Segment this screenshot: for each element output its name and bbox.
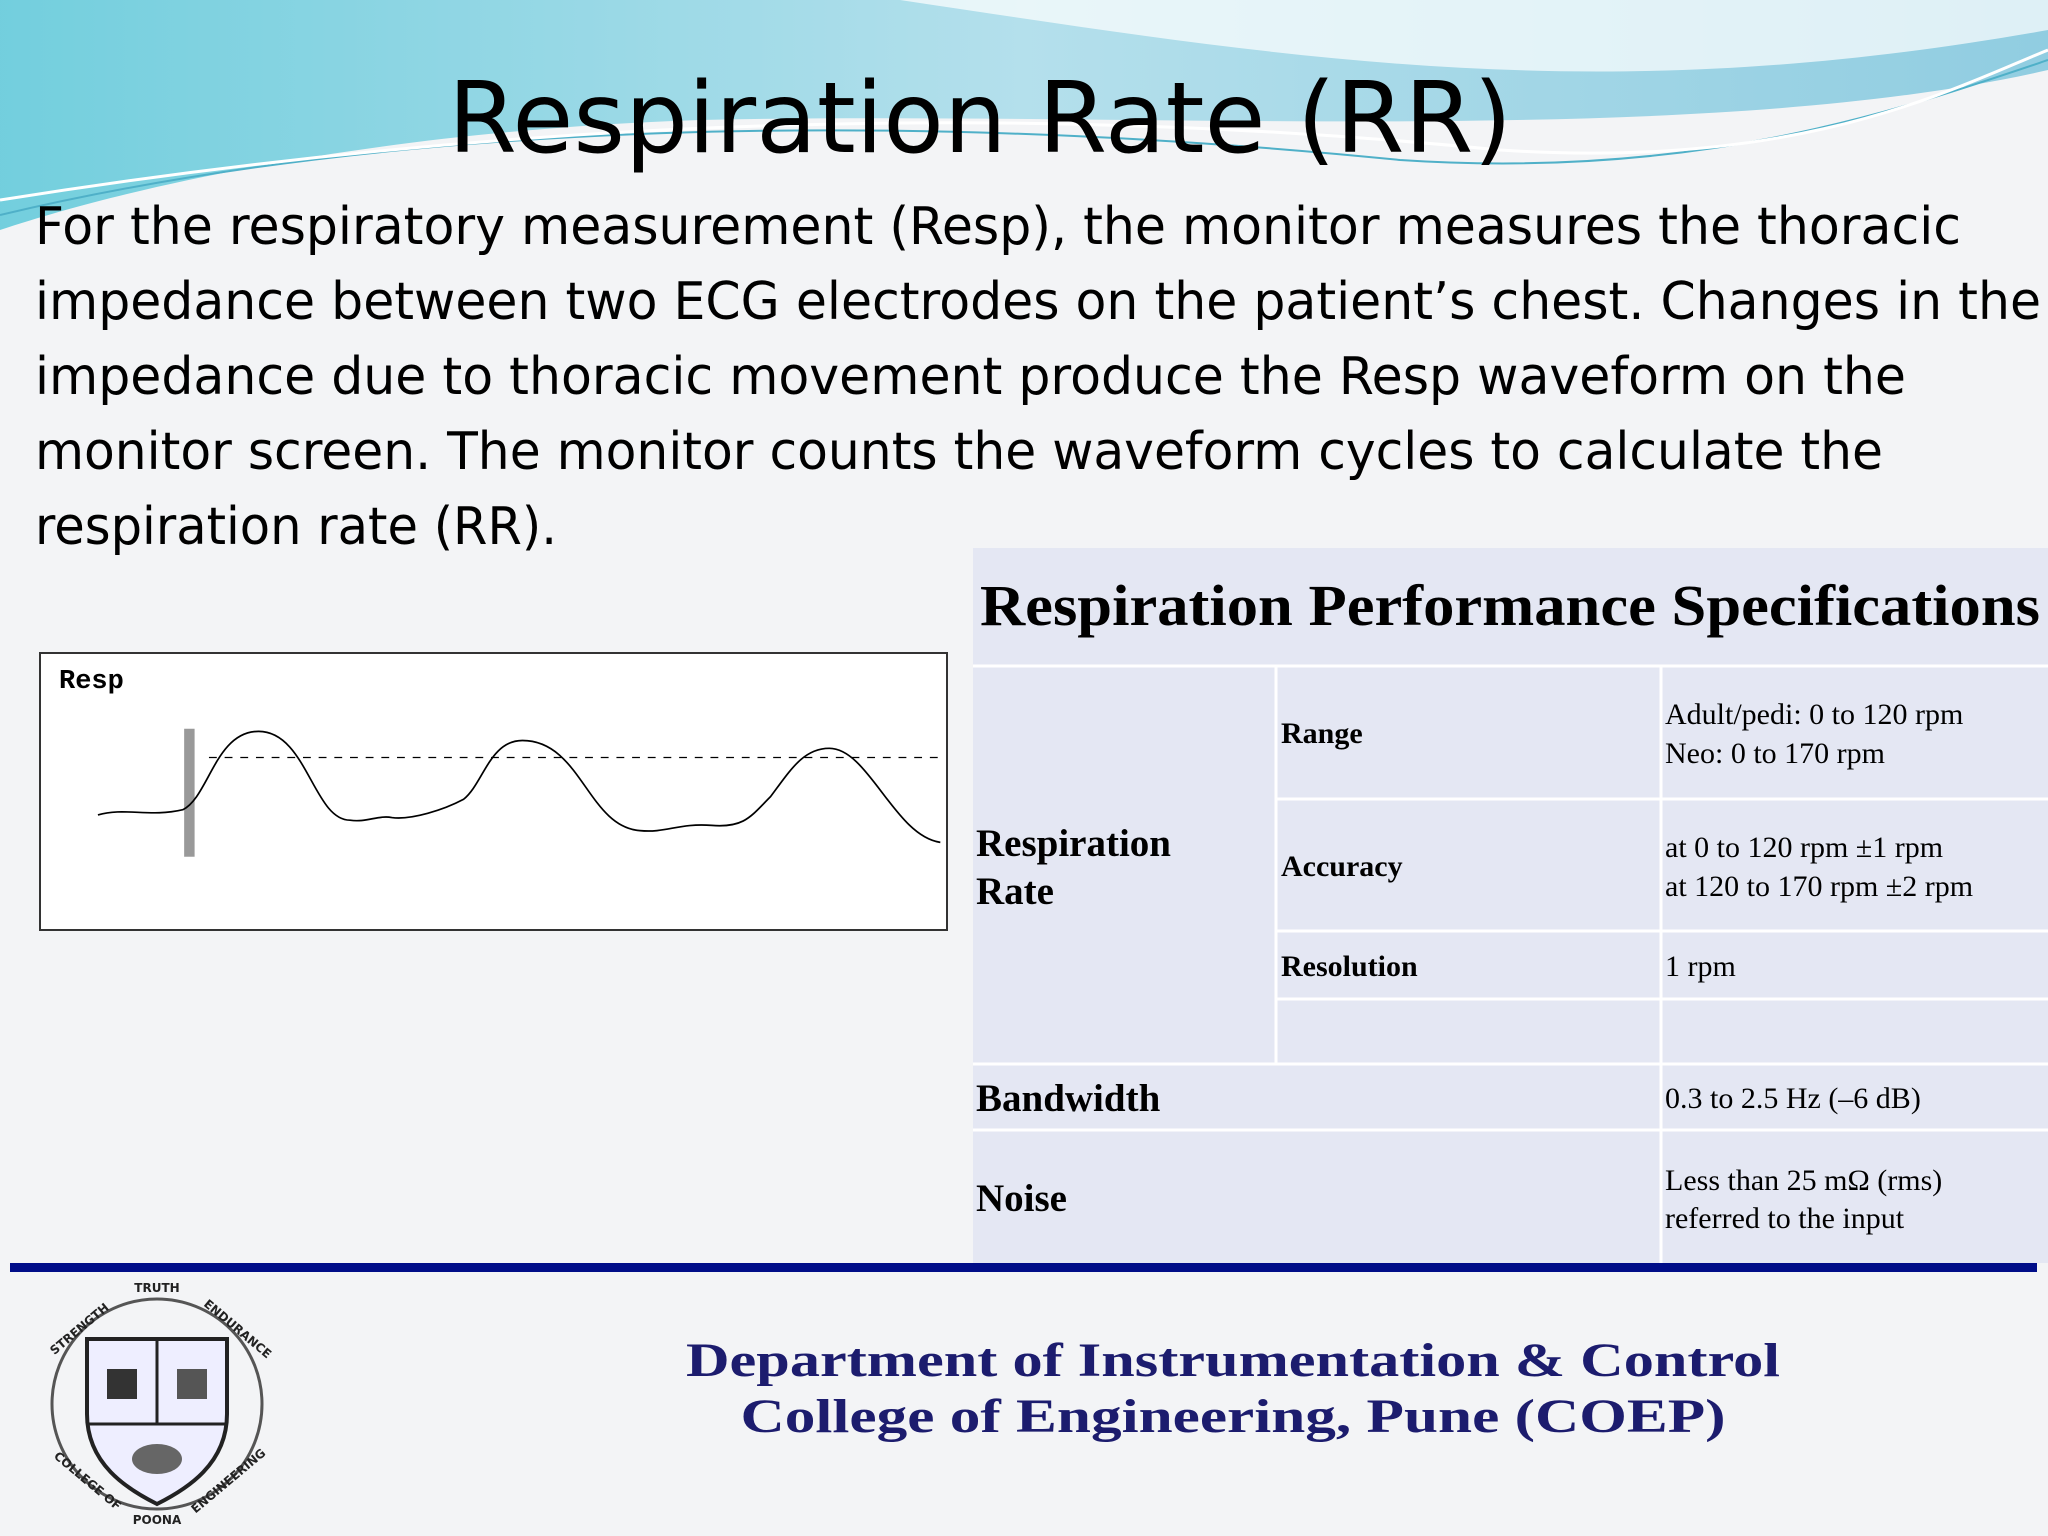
group-label: Rate bbox=[976, 870, 1054, 913]
logo: TRUTH STRENGTH ENDURANCE COLLEGE OF ENGI… bbox=[47, 1281, 274, 1527]
parameter: Bandwidth bbox=[976, 1077, 1161, 1120]
value: Neo: 0 to 170 rpm bbox=[1665, 737, 1885, 770]
footer-line: College of Engineering, Pune (COEP) bbox=[741, 1390, 1726, 1443]
slide-title: Respiration Rate (RR) bbox=[448, 62, 1512, 176]
table-title: Respiration Performance Specifications bbox=[980, 573, 2040, 638]
spec-table: Respiration Performance Specifications R… bbox=[973, 548, 2048, 1263]
waveform-figure: Resp bbox=[39, 652, 948, 931]
parameter: Accuracy bbox=[1281, 850, 1403, 883]
body-line: impedance between two ECG electrodes on … bbox=[35, 272, 2041, 332]
header-waves bbox=[0, 0, 2048, 230]
parameter: Range bbox=[1281, 717, 1363, 750]
value: at 120 to 170 rpm ±2 rpm bbox=[1665, 870, 1973, 903]
parameter: Resolution bbox=[1281, 950, 1418, 983]
body-line: respiration rate (RR). bbox=[35, 497, 557, 557]
logo-text: TRUTH bbox=[134, 1281, 179, 1295]
figure-label: Resp bbox=[59, 667, 124, 697]
body-line: For the respiratory measurement (Resp), … bbox=[35, 197, 1961, 257]
value: 0.3 to 2.5 Hz (–6 dB) bbox=[1665, 1082, 1921, 1115]
divider bbox=[10, 1263, 2037, 1272]
group-label: Respiration bbox=[976, 822, 1171, 865]
value: referred to the input bbox=[1665, 1202, 1905, 1235]
logo-text: POONA bbox=[133, 1513, 182, 1527]
value: Adult/pedi: 0 to 120 rpm bbox=[1665, 698, 1963, 731]
body-line: monitor screen. The monitor counts the w… bbox=[35, 422, 1883, 482]
value: at 0 to 120 rpm ±1 rpm bbox=[1665, 831, 1943, 864]
body-line: impedance due to thoracic movement produ… bbox=[35, 347, 1906, 407]
footer-line: Department of Instrumentation & Control bbox=[686, 1334, 1780, 1387]
body-text: For the respiratory measurement (Resp), … bbox=[35, 197, 2041, 557]
value: 1 rpm bbox=[1665, 950, 1736, 983]
value: Less than 25 mΩ (rms) bbox=[1665, 1164, 1942, 1197]
parameter: Noise bbox=[976, 1177, 1067, 1220]
